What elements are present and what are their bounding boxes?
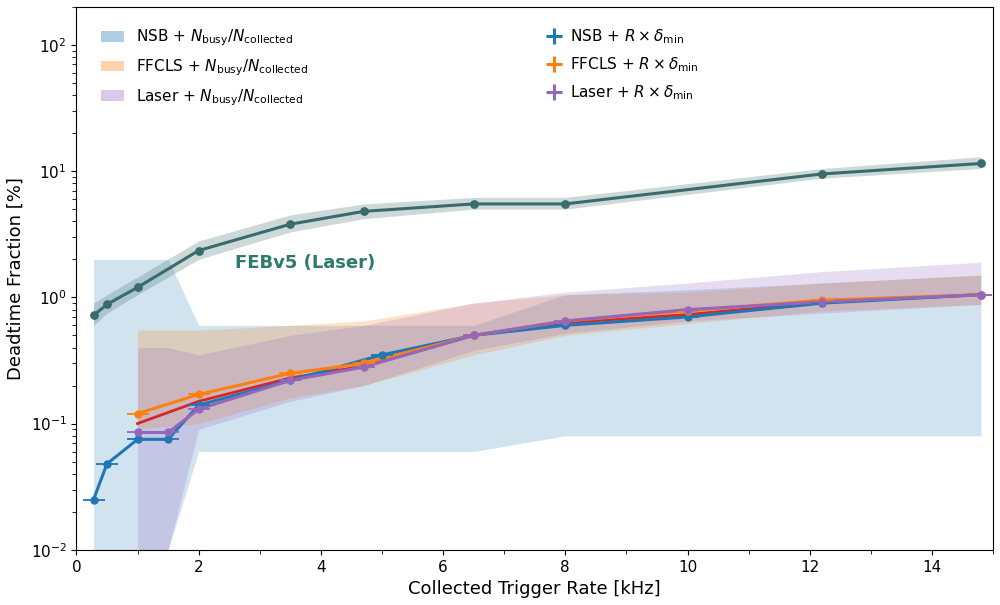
Text: FEBv5 (Laser): FEBv5 (Laser) bbox=[235, 254, 376, 272]
Point bbox=[130, 283, 146, 292]
Point bbox=[466, 199, 482, 209]
Point bbox=[86, 310, 102, 320]
Point bbox=[557, 199, 573, 209]
Point bbox=[973, 159, 989, 168]
Point bbox=[191, 246, 207, 255]
X-axis label: Collected Trigger Rate [kHz]: Collected Trigger Rate [kHz] bbox=[408, 580, 661, 598]
Point bbox=[99, 299, 115, 309]
Point bbox=[282, 220, 298, 229]
Point bbox=[814, 169, 830, 179]
Legend: NSB + $R \times \delta_{\mathrm{min}}$, FFCLS + $R \times \delta_{\mathrm{min}}$: NSB + $R \times \delta_{\mathrm{min}}$, … bbox=[542, 20, 706, 110]
Y-axis label: Deadtime Fraction [%]: Deadtime Fraction [%] bbox=[7, 177, 25, 380]
Point bbox=[356, 206, 372, 216]
